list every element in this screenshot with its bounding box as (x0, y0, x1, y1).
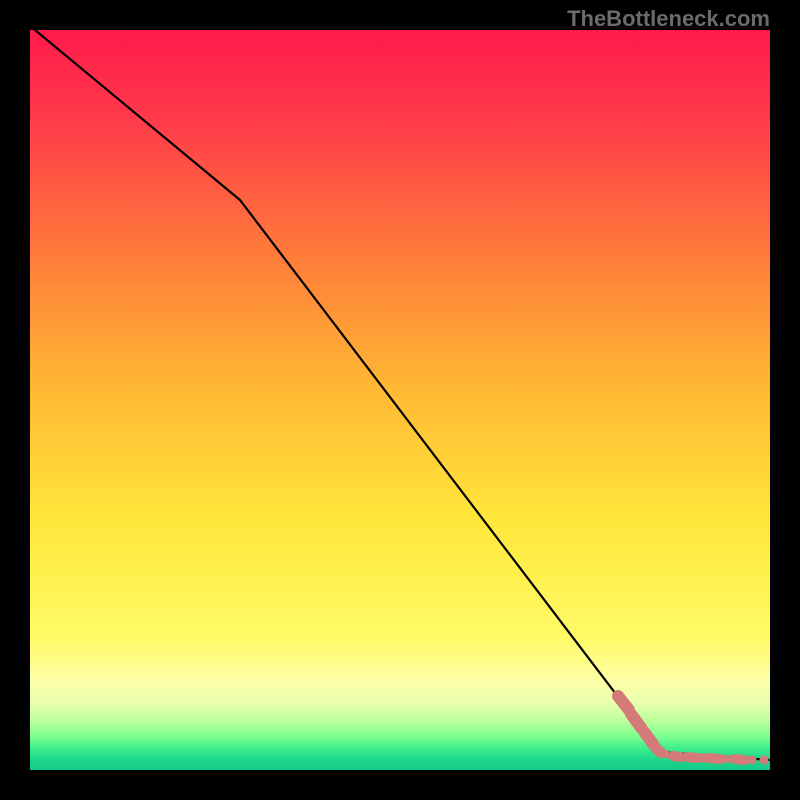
chart-frame: TheBottleneck.com (0, 0, 800, 800)
marker-pill (618, 696, 629, 710)
marker-pill (687, 757, 698, 758)
bottleneck-curve (35, 30, 770, 760)
marker-dot (661, 750, 670, 759)
marker-pill (645, 733, 653, 744)
marker-pill (656, 748, 660, 752)
marker-dot (760, 756, 769, 765)
marker-dot (723, 755, 732, 764)
marker-dot (699, 754, 708, 763)
watermark-text: TheBottleneck.com (567, 6, 770, 32)
marker-pill (673, 756, 680, 757)
marker-pill (708, 758, 720, 759)
gradient-background (30, 30, 770, 770)
data-markers (618, 696, 769, 765)
marker-pill (631, 714, 642, 729)
marker-dot (748, 756, 757, 765)
chart-svg (0, 0, 800, 800)
marker-pill (735, 759, 744, 760)
